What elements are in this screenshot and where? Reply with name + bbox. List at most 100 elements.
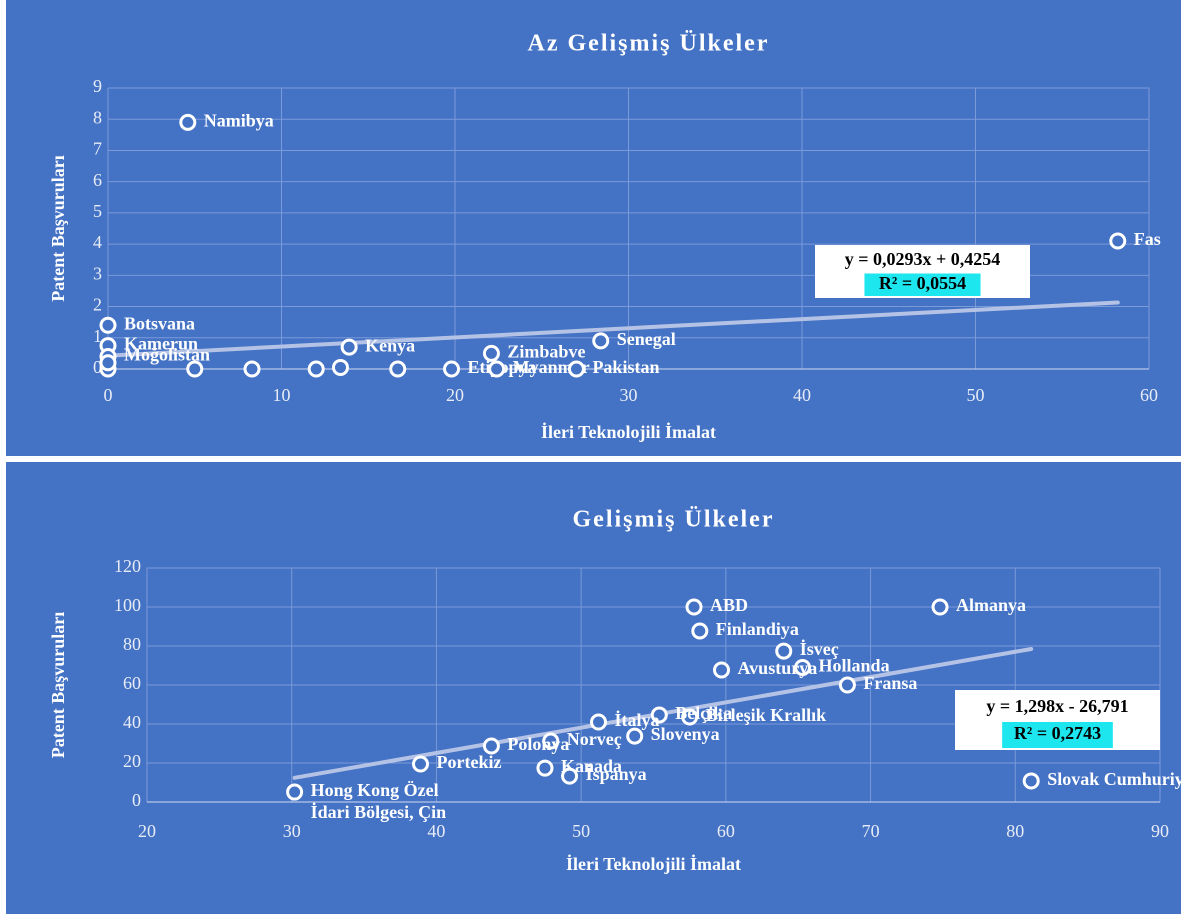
point bbox=[567, 360, 585, 378]
trendline bbox=[106, 300, 1120, 358]
point bbox=[331, 358, 349, 376]
data-label: Kamerun bbox=[124, 334, 198, 354]
point bbox=[99, 354, 117, 372]
data-label: İspanya bbox=[586, 764, 647, 784]
data-label: Senegal bbox=[617, 329, 676, 349]
point bbox=[186, 360, 204, 378]
data-label: Avusturya bbox=[738, 658, 818, 678]
point bbox=[590, 713, 608, 731]
y-tick-label: 8 bbox=[93, 107, 102, 127]
x-tick-label: 30 bbox=[283, 821, 301, 841]
r2-highlight bbox=[1002, 722, 1113, 748]
data-label: ABD bbox=[710, 595, 748, 615]
data-label: Birleşik Krallık bbox=[706, 705, 827, 725]
y-tick-label: 120 bbox=[114, 556, 141, 576]
point bbox=[794, 658, 812, 676]
data-label: Polonya bbox=[507, 734, 569, 754]
point bbox=[561, 767, 579, 785]
y-tick-label: 60 bbox=[123, 673, 141, 693]
x-axis-label: İleri Teknolojili İmalat bbox=[566, 854, 741, 874]
panel-bottom: Gelişmiş Ülkeler 0 20 40 60 80 100 120 20 30 40 50 6… bbox=[6, 462, 1181, 914]
data-label: Botsvana bbox=[124, 313, 195, 333]
x-tick-label: 0 bbox=[104, 385, 113, 405]
chart-title: Az Gelişmiş Ülkeler bbox=[528, 31, 770, 57]
data-label: Fas bbox=[1134, 229, 1161, 249]
y-tick-label: 2 bbox=[93, 295, 102, 315]
chart-title: Gelişmiş Ülkeler bbox=[573, 507, 775, 533]
x-tick-label: 90 bbox=[1151, 821, 1169, 841]
x-tick-label: 60 bbox=[1140, 385, 1158, 405]
point bbox=[838, 676, 856, 694]
data-label: Belçika bbox=[675, 703, 732, 723]
chart: Gelişmiş Ülkeler 0 20 40 60 80 100 120 20 30 40 50 6… bbox=[48, 507, 1181, 875]
x-tick-label: 40 bbox=[793, 385, 811, 405]
point bbox=[412, 755, 430, 773]
y-tick-label: 6 bbox=[93, 170, 102, 190]
point bbox=[713, 661, 731, 679]
x-tick-label: 70 bbox=[862, 821, 880, 841]
point bbox=[1109, 232, 1127, 250]
point bbox=[626, 727, 644, 745]
y-tick-label: 20 bbox=[123, 751, 141, 771]
data-label: Slovak Cumhuriyeti bbox=[1047, 769, 1181, 789]
point bbox=[482, 344, 500, 362]
trend-equation: y = 1,298x - 26,791 bbox=[986, 696, 1128, 716]
y-tick-label: 9 bbox=[93, 76, 102, 96]
data-label: Portekiz bbox=[437, 752, 502, 772]
point bbox=[931, 598, 949, 616]
r-squared: R² = 0,2743 bbox=[1014, 723, 1101, 743]
point bbox=[389, 360, 407, 378]
x-tick-label: 30 bbox=[620, 385, 638, 405]
y-tick-label: 100 bbox=[114, 595, 141, 615]
point bbox=[307, 360, 325, 378]
data-label: Moğolistan bbox=[124, 345, 210, 365]
point bbox=[243, 360, 261, 378]
y-tick-label: 3 bbox=[93, 263, 102, 283]
x-tick-label: 20 bbox=[138, 821, 156, 841]
trend-equation: y = 0,0293x + 0,4254 bbox=[845, 249, 1001, 269]
data-label: Namibya bbox=[204, 110, 274, 130]
point bbox=[775, 642, 793, 660]
x-tick-label: 60 bbox=[717, 821, 735, 841]
point bbox=[542, 732, 560, 750]
y-tick-label: 0 bbox=[93, 357, 102, 377]
point bbox=[99, 316, 117, 334]
point bbox=[443, 360, 461, 378]
x-tick-label: 20 bbox=[446, 385, 464, 405]
data-label: İtalya bbox=[615, 710, 660, 730]
point bbox=[286, 783, 304, 801]
data-label: Slovenya bbox=[651, 724, 720, 744]
point bbox=[592, 332, 610, 350]
x-tick-label: 10 bbox=[273, 385, 291, 405]
data-label: İsveç bbox=[800, 639, 839, 659]
point bbox=[681, 708, 699, 726]
point bbox=[650, 706, 668, 724]
data-label: Finlandiya bbox=[716, 619, 799, 639]
data-label: Hollanda bbox=[819, 656, 890, 676]
y-axis-label: Patent Başvuruları bbox=[48, 612, 68, 759]
data-label: Almanya bbox=[956, 595, 1026, 615]
point bbox=[685, 598, 703, 616]
point bbox=[1022, 772, 1040, 790]
r-squared: R² = 0,0554 bbox=[879, 273, 966, 293]
x-tick-label: 50 bbox=[967, 385, 985, 405]
y-tick-label: 80 bbox=[123, 634, 141, 654]
panel-top: Az Gelişmiş Ülkeler 0 1 2 3 4 5 6 7 8 9 0 10 20 30 40 50… bbox=[6, 0, 1181, 456]
y-tick-label: 0 bbox=[132, 790, 141, 810]
chart: Az Gelişmiş Ülkeler 0 1 2 3 4 5 6 7 8 9 0 10 20 30 40 50… bbox=[48, 31, 1161, 443]
x-tick-label: 40 bbox=[427, 821, 445, 841]
data-label: Kenya bbox=[365, 335, 415, 355]
y-tick-label: 40 bbox=[123, 712, 141, 732]
point bbox=[179, 113, 197, 131]
y-tick-label: 1 bbox=[93, 326, 102, 346]
data-label: Norveç bbox=[567, 729, 622, 749]
point bbox=[488, 360, 506, 378]
y-tick-label: 7 bbox=[93, 139, 102, 159]
y-tick-label: 4 bbox=[93, 232, 102, 252]
data-label: Pakistan bbox=[592, 357, 659, 377]
r2-highlight bbox=[864, 273, 981, 296]
x-tick-label: 80 bbox=[1006, 821, 1024, 841]
x-axis-label: İleri Teknolojili İmalat bbox=[541, 422, 716, 442]
point bbox=[482, 737, 500, 755]
